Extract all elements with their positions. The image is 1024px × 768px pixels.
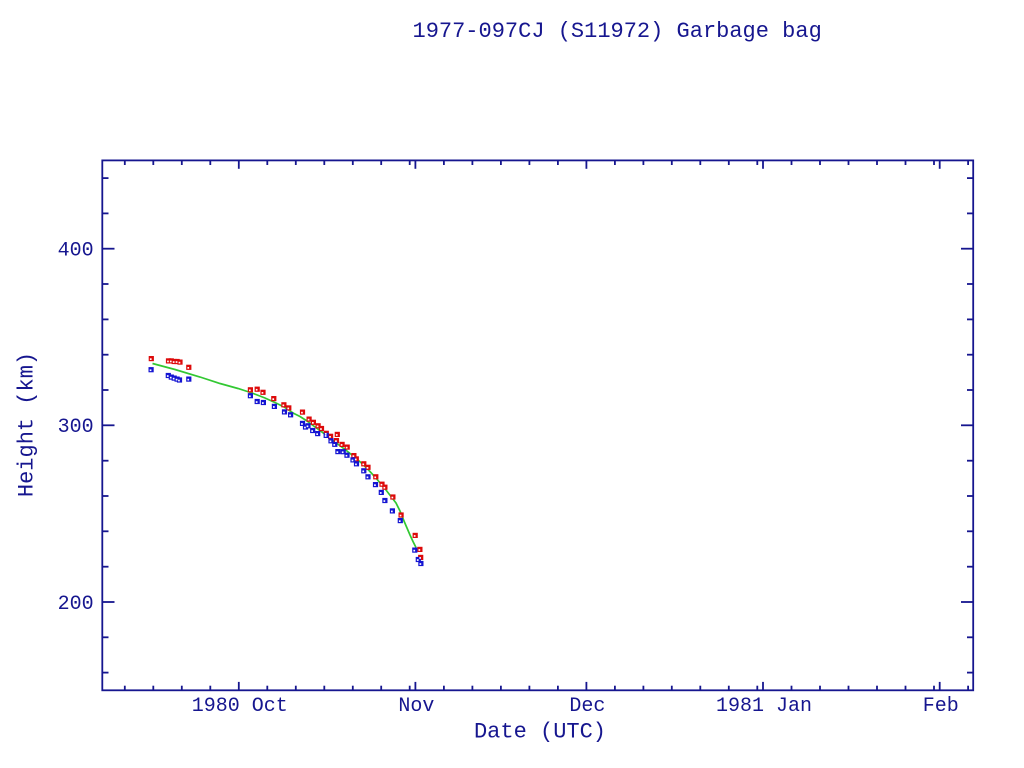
svg-text:Date (UTC): Date (UTC) [474,720,606,745]
svg-text:300: 300 [58,416,94,439]
svg-text:400: 400 [58,240,94,263]
svg-text:Feb: Feb [923,695,959,718]
svg-text:200: 200 [58,593,94,616]
svg-text:Dec: Dec [569,695,605,718]
svg-text:1977-097CJ (S11972) Garbage ba: 1977-097CJ (S11972) Garbage bag [413,19,822,44]
svg-text:1980 Oct: 1980 Oct [192,695,288,718]
svg-text:Nov: Nov [398,695,434,718]
svg-text:1981 Jan: 1981 Jan [716,695,812,718]
svg-text:Height (km): Height (km) [15,352,40,497]
